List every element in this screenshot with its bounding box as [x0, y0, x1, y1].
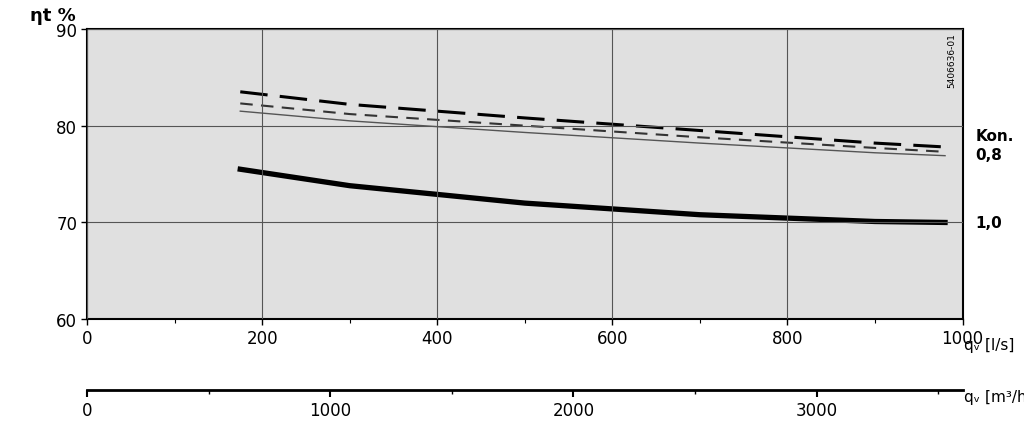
Text: ηt %: ηt % — [30, 7, 76, 25]
Text: 5406636-01: 5406636-01 — [947, 33, 956, 87]
Text: 1,0: 1,0 — [976, 216, 1002, 230]
Text: qᵥ [l/s]: qᵥ [l/s] — [965, 337, 1015, 352]
Text: qᵥ [m³/h]: qᵥ [m³/h] — [965, 389, 1024, 404]
Text: Kon.
0,8: Kon. 0,8 — [976, 129, 1014, 162]
